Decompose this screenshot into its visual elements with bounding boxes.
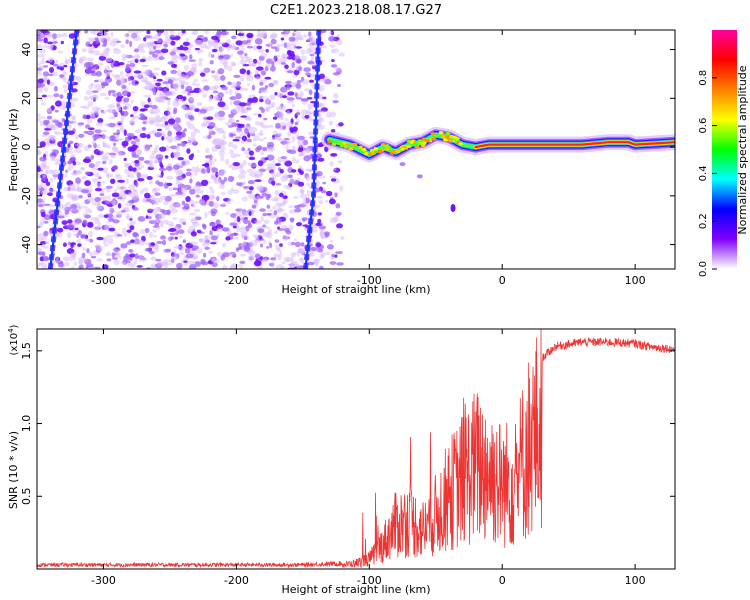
snr-scale-exponent: 4 xyxy=(7,328,15,333)
x-tick-label: -200 xyxy=(224,274,249,287)
x-tick-label: -300 xyxy=(91,574,116,587)
y-tick-label: 0 xyxy=(20,144,33,151)
colorbar-scale xyxy=(712,30,737,269)
chart-title: C2E1.2023.218.08.17.G27 xyxy=(270,3,442,18)
snr-x-ticks: -300 -200 -100 0 100 xyxy=(91,329,646,587)
spectrogram-y-ticks: -40 -20 0 20 40 xyxy=(20,43,675,254)
snr-frame xyxy=(36,328,676,570)
colorbar-tick-label: 0.6 xyxy=(698,118,709,134)
snr-x-axis-label: Height of straight line (km) xyxy=(281,583,430,596)
snr-y-ticks: 0.5 1.0 1.5 xyxy=(20,342,675,505)
colorbar-label: Normalized spectral amplitude xyxy=(736,65,749,234)
y-tick-label: 40 xyxy=(20,43,33,57)
x-tick-label: -100 xyxy=(357,574,382,587)
colorbar-tick-label: 0.2 xyxy=(698,213,709,229)
x-tick-label: 100 xyxy=(625,274,646,287)
y-tick-label: -40 xyxy=(20,236,33,254)
colorbar-tick-label: 0.0 xyxy=(698,261,709,277)
colorbar-tick-label: 0.4 xyxy=(698,165,709,181)
snr-series-line xyxy=(37,329,675,569)
snr-scale-factor: (x104) xyxy=(7,324,20,355)
x-tick-label: -100 xyxy=(357,274,382,287)
y-tick-label: -20 xyxy=(20,187,33,205)
snr-scale-base: (x10 xyxy=(9,333,20,356)
spectrogram-y-axis-label: Frequency (Hz) xyxy=(7,109,20,192)
x-tick-label: -300 xyxy=(91,274,116,287)
x-tick-label: 100 xyxy=(625,574,646,587)
spectrogram-frame xyxy=(36,29,676,270)
x-tick-label: 0 xyxy=(499,274,506,287)
snr-y-axis-label: SNR (10 * v/v) xyxy=(7,431,20,509)
snr-panel: -300 -200 -100 0 100 0.5 1.0 1.5 Height of str… xyxy=(7,324,676,596)
colorbar: 0.0 0.2 0.4 0.6 0.8 Normalized spectral ampl… xyxy=(698,30,749,277)
snr-scale-close: ) xyxy=(9,324,20,328)
y-tick-label: 0.5 xyxy=(20,488,33,506)
y-tick-label: 1.0 xyxy=(20,415,33,433)
snr-plot-area xyxy=(37,329,675,569)
colorbar-ticks: 0.0 0.2 0.4 0.6 0.8 xyxy=(698,70,717,277)
spectrogram-x-ticks: -300 -200 -100 0 100 xyxy=(91,30,646,287)
spectrogram-x-axis-label: Height of straight line (km) xyxy=(281,283,430,296)
y-tick-label: 20 xyxy=(20,91,33,105)
spectrogram-heatmap xyxy=(37,30,675,269)
x-tick-label: 0 xyxy=(499,574,506,587)
x-tick-label: -200 xyxy=(224,574,249,587)
y-tick-label: 1.5 xyxy=(20,342,33,360)
colorbar-tick-label: 0.8 xyxy=(698,70,709,86)
